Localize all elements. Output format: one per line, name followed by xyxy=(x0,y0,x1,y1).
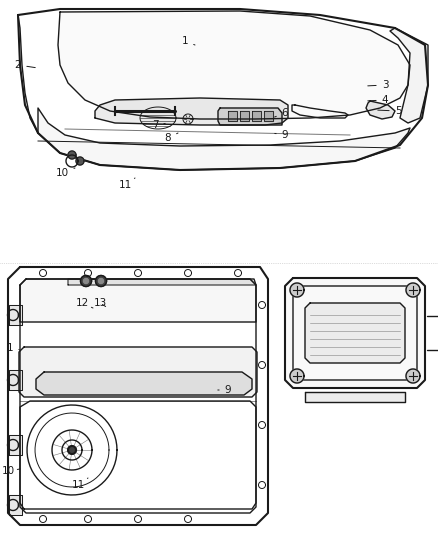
Text: 9: 9 xyxy=(218,385,231,395)
Polygon shape xyxy=(290,283,304,297)
Text: 1: 1 xyxy=(7,343,19,353)
Polygon shape xyxy=(99,279,103,284)
Polygon shape xyxy=(290,369,304,383)
Text: 10: 10 xyxy=(56,168,75,178)
Polygon shape xyxy=(390,28,428,123)
Polygon shape xyxy=(68,446,76,454)
Polygon shape xyxy=(95,276,106,287)
Polygon shape xyxy=(68,151,76,159)
Text: 12: 12 xyxy=(75,298,93,308)
Polygon shape xyxy=(84,279,88,284)
Polygon shape xyxy=(95,98,288,125)
Text: 10: 10 xyxy=(1,466,20,476)
Text: 11: 11 xyxy=(118,178,135,190)
Text: 3: 3 xyxy=(368,80,389,90)
Polygon shape xyxy=(252,111,261,121)
Text: 11: 11 xyxy=(71,478,88,490)
Polygon shape xyxy=(406,283,420,297)
Text: 8: 8 xyxy=(165,133,178,143)
Polygon shape xyxy=(240,111,249,121)
Text: 7: 7 xyxy=(152,120,165,130)
Polygon shape xyxy=(9,305,22,325)
Polygon shape xyxy=(305,303,405,363)
Polygon shape xyxy=(81,276,92,287)
Text: 5: 5 xyxy=(378,106,401,116)
Polygon shape xyxy=(76,157,84,165)
Polygon shape xyxy=(218,108,282,125)
Polygon shape xyxy=(9,370,22,390)
Text: 9: 9 xyxy=(275,130,288,140)
Polygon shape xyxy=(19,347,257,397)
Polygon shape xyxy=(305,392,405,402)
Polygon shape xyxy=(264,111,273,121)
Text: 1: 1 xyxy=(182,36,195,46)
Text: 2: 2 xyxy=(15,60,35,70)
Polygon shape xyxy=(228,111,237,121)
Polygon shape xyxy=(58,11,410,119)
Polygon shape xyxy=(38,108,410,170)
Polygon shape xyxy=(9,435,22,455)
Text: 6: 6 xyxy=(275,108,288,118)
Polygon shape xyxy=(36,372,252,395)
Text: 13: 13 xyxy=(93,298,106,308)
Polygon shape xyxy=(366,101,395,119)
Polygon shape xyxy=(68,279,256,285)
Polygon shape xyxy=(406,369,420,383)
Polygon shape xyxy=(9,495,22,515)
Polygon shape xyxy=(20,279,256,322)
Polygon shape xyxy=(285,278,425,388)
Text: 4: 4 xyxy=(368,95,389,105)
